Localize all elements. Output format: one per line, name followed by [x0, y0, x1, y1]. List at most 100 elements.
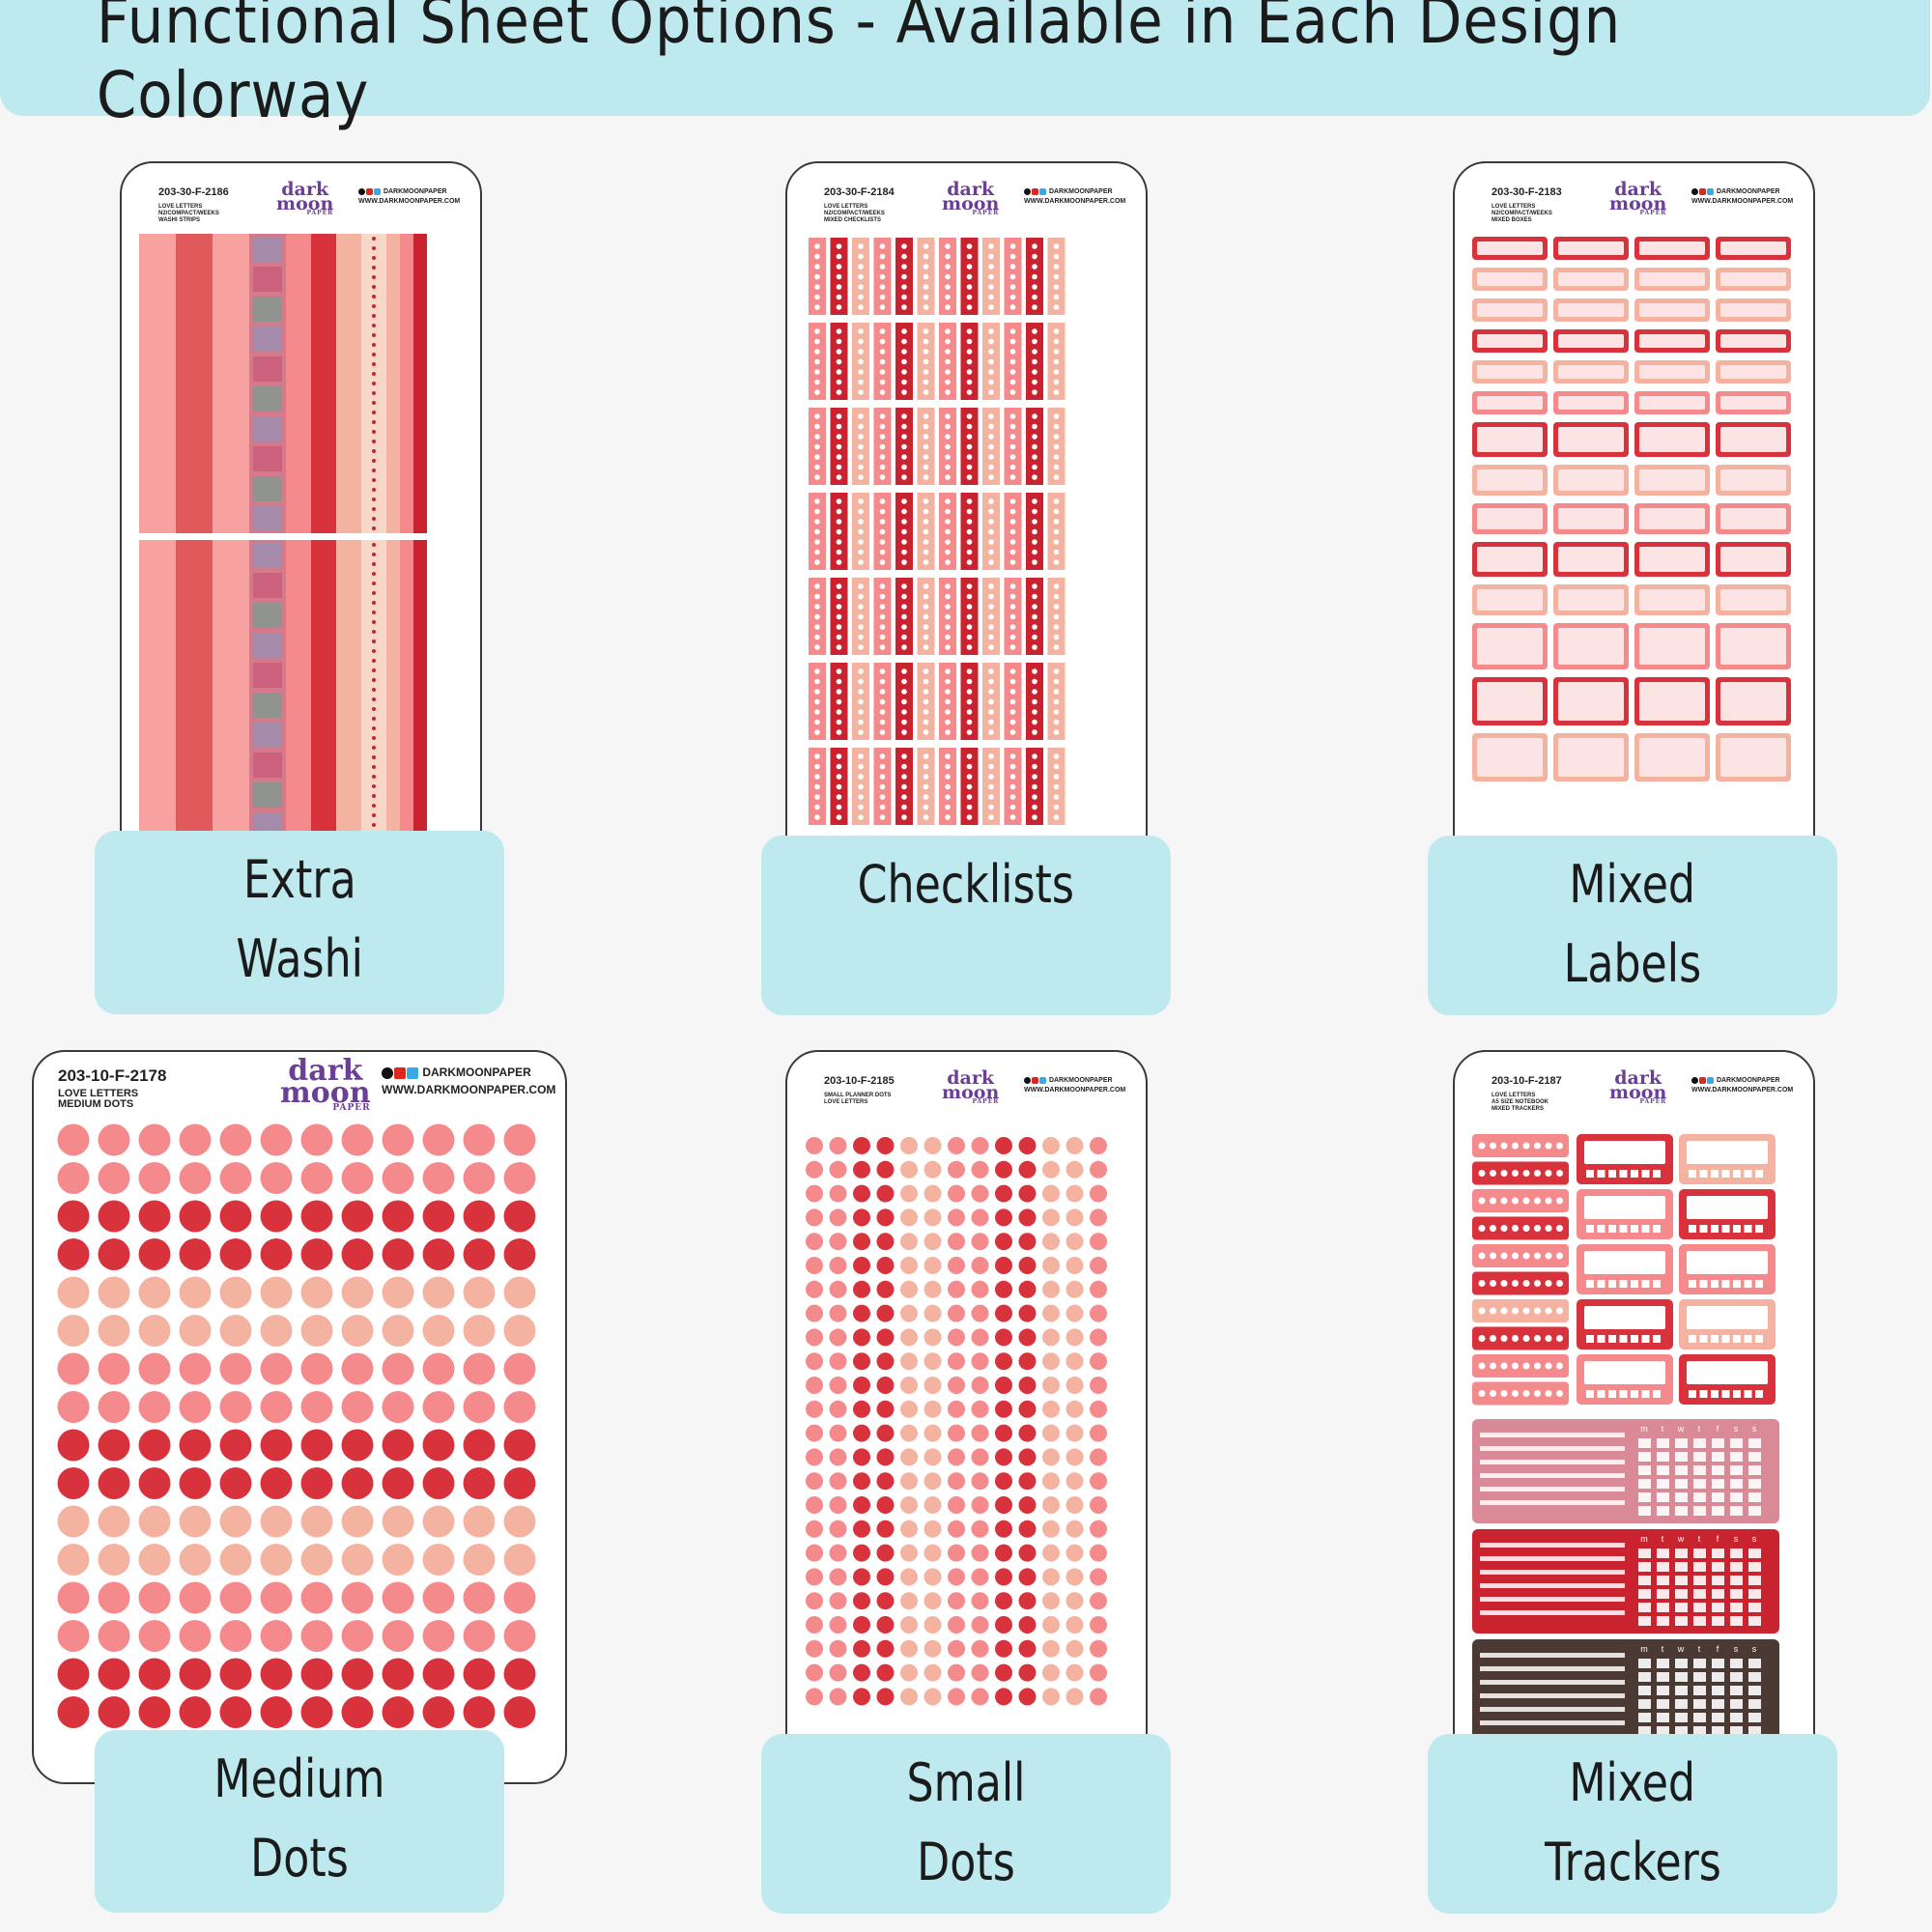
diamond-dot: [372, 639, 376, 643]
small-dot: [876, 1377, 895, 1394]
twitter-icon[interactable]: [1707, 187, 1714, 195]
twitter-icon[interactable]: [1707, 1076, 1714, 1084]
tracker-checkbox: [1721, 1390, 1730, 1398]
weekly-cell: [1675, 1438, 1688, 1448]
checklist-dot: [966, 379, 973, 385]
mixed-labels-label[interactable]: Mixed Labels: [1428, 836, 1837, 1015]
tracker-drop: [1556, 1170, 1563, 1177]
mixed-trackers-label[interactable]: Mixed Trackers: [1428, 1734, 1837, 1914]
checklist-dot: [1032, 284, 1037, 290]
checklist-dot: [879, 719, 886, 725]
twitter-icon[interactable]: [1039, 187, 1046, 195]
checklist-dot: [1053, 304, 1060, 310]
checklists-label[interactable]: Checklists: [761, 836, 1171, 1015]
small-dot: [995, 1208, 1012, 1227]
social-block: DARKMOONPAPER WWW.DARKMOONPAPER.COM: [358, 187, 460, 207]
tracker-checkbox: [1653, 1170, 1661, 1178]
checklist-dot: [836, 604, 842, 610]
weekly-line: [1480, 1446, 1625, 1451]
small-dot: [1042, 1233, 1060, 1251]
small-dot: [806, 1233, 823, 1251]
medium-dot: [179, 1544, 212, 1576]
small-dot: [829, 1496, 847, 1514]
youtube-icon[interactable]: [1032, 1076, 1038, 1084]
youtube-icon[interactable]: [1699, 1076, 1706, 1084]
logo-word-moon: moon: [942, 1081, 1000, 1103]
logo-word-paper: PAPER: [1639, 209, 1667, 216]
small-dot: [923, 1328, 942, 1347]
small-dot: [995, 1352, 1012, 1371]
twitter-icon[interactable]: [407, 1066, 418, 1079]
medium-dot: [503, 1696, 536, 1728]
youtube-icon[interactable]: [1699, 187, 1706, 195]
checklist-dot: [901, 668, 907, 674]
small-dot: [995, 1496, 1012, 1514]
medium-dot: [422, 1391, 455, 1423]
tracker-drop: [1556, 1335, 1563, 1342]
label-window: [1477, 427, 1543, 452]
checklist-dot: [1053, 474, 1060, 480]
stamp-tile: [253, 663, 282, 688]
checklist-dot: [814, 774, 820, 780]
youtube-icon[interactable]: [1032, 187, 1038, 195]
checklist-dot: [1053, 349, 1060, 355]
weekly-cell: [1693, 1686, 1706, 1695]
checklist-dot: [1032, 719, 1037, 725]
tiktok-icon[interactable]: [1024, 187, 1031, 195]
small-dot: [1065, 1520, 1084, 1538]
tiktok-icon[interactable]: [1691, 1076, 1698, 1084]
tracker-checkbox: [1586, 1390, 1594, 1398]
label-window: [1720, 334, 1786, 348]
tracker-checkbox: [1744, 1225, 1752, 1233]
medium-dots-label[interactable]: Medium Dots: [95, 1730, 504, 1913]
medium-dot: [179, 1429, 212, 1462]
youtube-icon[interactable]: [366, 187, 373, 195]
weekly-cell: [1712, 1465, 1724, 1475]
tracker-drop: [1545, 1335, 1552, 1342]
twitter-icon[interactable]: [374, 187, 381, 195]
twitter-icon[interactable]: [1039, 1076, 1046, 1084]
small-dot: [876, 1137, 895, 1154]
tracker-drop: [1512, 1170, 1519, 1177]
small-dot: [853, 1472, 870, 1491]
diamond-dot: [372, 736, 376, 740]
tiktok-icon[interactable]: [358, 187, 365, 195]
checklist-dot: [1009, 528, 1016, 535]
checklist-dot: [814, 369, 820, 375]
tracker-drop: [1556, 1142, 1563, 1150]
checklist-dot: [858, 709, 864, 715]
checklist-dot: [966, 549, 973, 555]
checklist-dot: [879, 464, 886, 470]
medium-dot: [260, 1162, 293, 1194]
tracker-strip: [1472, 1354, 1569, 1378]
small-dots-label[interactable]: Small Dots: [761, 1734, 1171, 1914]
checklist-dot: [1032, 604, 1037, 610]
weekly-line: [1480, 1543, 1625, 1548]
youtube-icon[interactable]: [394, 1066, 406, 1079]
checklist-dot: [945, 634, 951, 640]
medium-dot: [98, 1696, 130, 1728]
tiktok-icon[interactable]: [1691, 187, 1698, 195]
medium-dot: [260, 1429, 293, 1462]
tiktok-icon[interactable]: [382, 1066, 393, 1079]
tiktok-icon[interactable]: [1024, 1076, 1031, 1084]
medium-dot: [179, 1238, 212, 1270]
small-dot: [1018, 1352, 1037, 1371]
checklist-dot: [1053, 783, 1060, 790]
small-dot: [829, 1257, 847, 1274]
checklist-dot: [858, 434, 864, 440]
medium-dot: [382, 1352, 414, 1385]
label-window: [1720, 396, 1786, 410]
small-dot: [1065, 1233, 1084, 1251]
checklist-dot: [945, 689, 951, 695]
medium-dot: [300, 1123, 333, 1156]
checklist-dot: [945, 304, 951, 310]
tracker-strip: [1472, 1216, 1569, 1240]
medium-dot: [260, 1391, 293, 1423]
tracker-checkbox: [1641, 1225, 1650, 1233]
tracker-drop: [1512, 1197, 1519, 1205]
weekly-cell: [1675, 1506, 1688, 1516]
extra-washi-label[interactable]: Extra Washi: [95, 831, 504, 1014]
checklist-dot: [858, 559, 864, 565]
checklist-dot: [901, 539, 907, 545]
